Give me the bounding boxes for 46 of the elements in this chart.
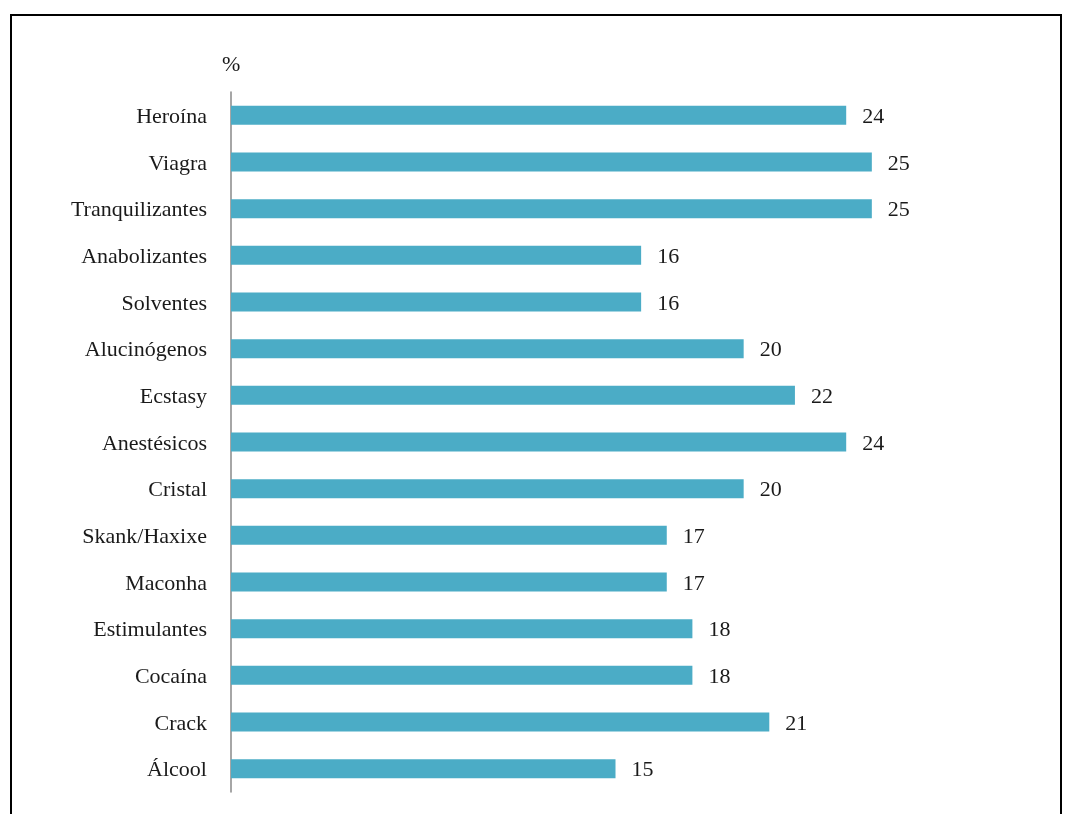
- data-label: 17: [682, 569, 705, 595]
- bar: [231, 292, 642, 312]
- data-label: 16: [657, 242, 680, 268]
- bar: [231, 245, 642, 265]
- bar: [231, 339, 744, 359]
- data-label: 24: [862, 429, 885, 455]
- y-tick-label: Tranquilizantes: [70, 196, 207, 222]
- bar: [231, 105, 847, 125]
- y-tick-label: Alucinógenos: [84, 336, 207, 362]
- y-tick-label: Cocaína: [134, 662, 208, 688]
- data-label: 22: [810, 382, 833, 408]
- y-tick-label: Solventes: [121, 289, 207, 315]
- data-label: 18: [708, 616, 731, 642]
- y-tick-label: Álcool: [147, 756, 207, 782]
- bar: [231, 665, 693, 685]
- data-label: 20: [759, 336, 782, 362]
- y-tick-label: Skank/Haxixe: [82, 522, 207, 548]
- data-label: 16: [657, 289, 680, 315]
- y-tick-label: Heroína: [136, 102, 208, 128]
- data-label: 25: [887, 149, 910, 175]
- bar: [231, 712, 770, 732]
- y-tick-label: Crack: [154, 709, 207, 735]
- data-label: 18: [708, 662, 731, 688]
- y-tick-label: Estimulantes: [93, 616, 207, 642]
- y-tick-label: Viagra: [148, 149, 208, 175]
- y-tick-label: Anabolizantes: [81, 242, 207, 268]
- data-label: 25: [887, 196, 910, 222]
- data-label: 24: [862, 102, 885, 128]
- bar: [231, 152, 872, 172]
- bar: [231, 759, 616, 779]
- data-label: 17: [682, 522, 705, 548]
- bar: [231, 385, 795, 405]
- y-tick-label: Cristal: [148, 476, 207, 502]
- bar: [231, 619, 693, 639]
- bar: [231, 572, 667, 592]
- bar: [231, 432, 847, 452]
- bar: [231, 479, 744, 499]
- y-tick-label: Ecstasy: [139, 382, 207, 408]
- data-label: 15: [631, 756, 654, 782]
- y-tick-label: Anestésicos: [101, 429, 207, 455]
- bar: [231, 525, 667, 545]
- bar: [231, 199, 872, 219]
- x-axis-title: %: [222, 50, 241, 76]
- y-tick-label: Maconha: [125, 569, 208, 595]
- data-label: 20: [759, 476, 782, 502]
- data-label: 21: [785, 709, 808, 735]
